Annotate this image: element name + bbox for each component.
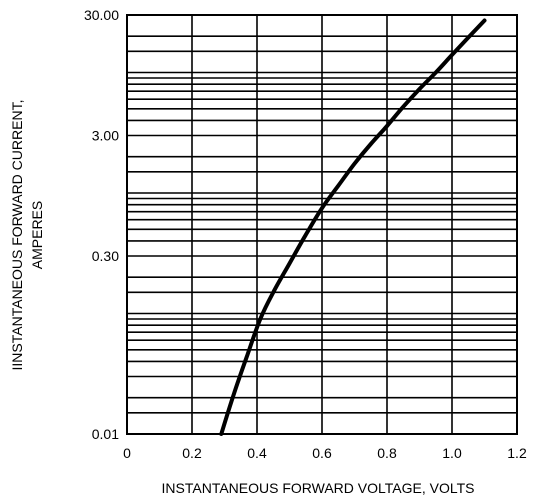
x-tick-label: 0.4 xyxy=(247,445,267,461)
grid xyxy=(126,14,518,435)
y-tick-label: 0.30 xyxy=(92,248,119,264)
y-axis-title-line-1: IINSTANTANEOUS FORWARD CURRENT, xyxy=(9,100,25,371)
x-tick-label: 0.8 xyxy=(377,445,397,461)
y-tick-label: 0.01 xyxy=(92,426,119,442)
x-axis-title: INSTANTANEOUS FORWARD VOLTAGE, VOLTS xyxy=(162,480,475,496)
x-tick-label: 0.6 xyxy=(312,445,332,461)
forward-voltage-curve xyxy=(219,18,487,436)
plot-frame xyxy=(126,14,518,435)
x-tick-label: 1.0 xyxy=(442,445,462,461)
y-axis-title-line-2: AMPERES xyxy=(29,201,45,269)
x-tick-label: 0 xyxy=(123,445,131,461)
y-tick-label: 30.00 xyxy=(84,7,119,23)
x-tick-label: 0.2 xyxy=(182,445,202,461)
y-tick-labels: 0.01 0.30 3.00 30.00 xyxy=(84,7,119,442)
y-tick-label: 3.00 xyxy=(92,128,119,144)
x-tick-labels: 0 0.2 0.4 0.6 0.8 1.0 1.2 xyxy=(123,445,527,461)
y-axis-title: IINSTANTANEOUS FORWARD CURRENT, AMPERES xyxy=(9,100,45,371)
x-tick-label: 1.2 xyxy=(507,445,527,461)
